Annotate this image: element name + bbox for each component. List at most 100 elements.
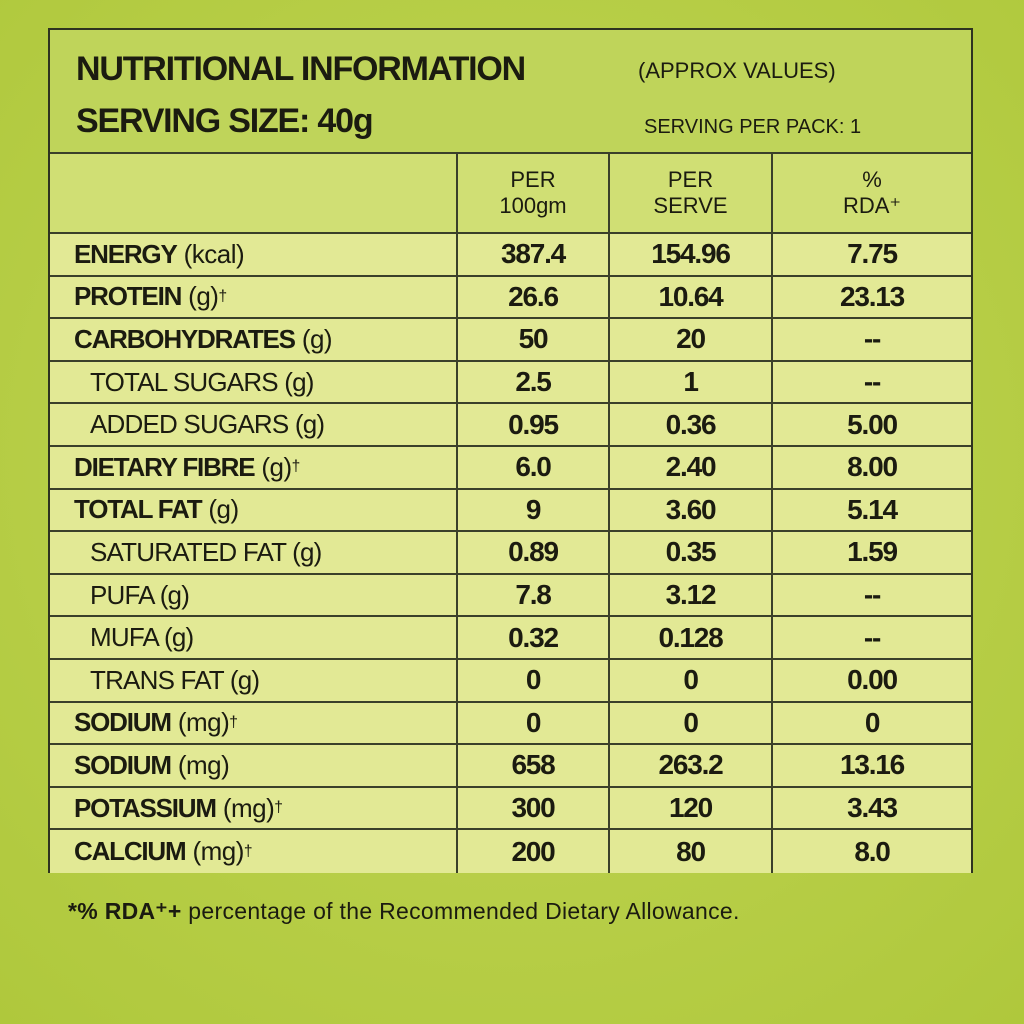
row-name: TRANS FAT (g) [90,664,260,695]
row-mark: † [274,799,283,817]
row-name: ENERGY [74,238,178,269]
value-cell: 0.95 [458,404,610,447]
value: 3.43 [847,792,898,824]
row-label: POTASSIUM (mg) † [50,787,458,831]
value-cell: 50 [458,319,610,362]
value-cell: 1 [610,361,773,405]
row-label: ADDED SUGARS (g) [50,404,458,447]
value: 2.5 [515,366,552,398]
value-cell: 8.00 [773,447,971,490]
row-name: MUFA (g) [90,622,194,653]
value-cell: 263.2 [610,745,773,788]
row-unit: (g) [301,323,333,354]
value-cell: 0 [610,702,773,746]
value-cell: 0.89 [458,532,610,575]
value: 0 [864,706,881,738]
value: 0 [525,664,542,696]
row-name: SATURATED FAT (g) [90,536,322,567]
value-cell: 658 [458,745,610,788]
value-cell: 0.128 [610,617,773,660]
value: 0.95 [508,408,559,440]
value-cell: 200 [458,830,610,873]
row-name: PUFA (g) [90,579,190,610]
value: 0 [525,706,542,738]
row-unit: (mg) [192,836,244,867]
column-header: PER 100gm [458,154,610,234]
value-cell: 3.43 [773,787,971,831]
value: 5.00 [847,408,898,440]
value: -- [863,579,881,611]
value: 0 [683,664,699,696]
value: 5.14 [847,493,898,525]
row-unit: (mg) [222,792,275,823]
value: 9 [525,493,542,525]
value: -- [863,323,881,355]
column-header: % RDA⁺ [773,154,971,234]
row-label: CARBOHYDRATES (g) [50,319,458,362]
value-cell: 0.00 [773,660,971,703]
row-name: ADDED SUGARS (g) [90,409,325,440]
row-name: TOTAL SUGARS (g) [90,366,314,397]
value-cell: 20 [610,319,773,362]
row-label: SODIUM (mg) [50,745,458,788]
row-unit: (mg) [177,707,230,738]
column-header-line: RDA⁺ [842,193,902,218]
value-cell: -- [773,361,971,405]
row-mark: † [243,842,253,860]
value: 0.128 [658,621,723,653]
value-cell: 3.12 [610,574,773,618]
row-label: ENERGY (kcal) [50,234,458,277]
value-cell: 120 [610,787,773,831]
value-cell: 0 [458,702,610,746]
value: 8.0 [854,835,891,867]
value: 6.0 [515,451,552,483]
note: (APPROX VALUES) [638,58,836,83]
value: 263.2 [658,749,723,781]
row-unit: (g) [208,494,239,525]
column-header: PER SERVE [610,154,773,234]
value: 3.60 [665,493,717,525]
value: 154.96 [651,238,731,270]
value: 0.35 [665,536,717,568]
footnote-text: percentage of the Recommended Dietary Al… [188,898,740,924]
value: 23.13 [839,280,905,312]
value: 1 [683,366,699,398]
serving-size: SERVING SIZE: 40g [76,102,374,140]
value-cell: -- [773,617,971,660]
row-name: PROTEIN [74,281,182,312]
value: 387.4 [500,238,566,270]
value-cell: 0.35 [610,532,773,575]
row-label: SODIUM (mg) † [50,702,458,746]
row-label: CALCIUM (mg) † [50,830,458,873]
row-label: SATURATED FAT (g) [50,532,458,575]
value: -- [863,366,881,398]
row-name: CARBOHYDRATES [74,323,296,354]
value-cell: 3.60 [610,489,773,533]
header-rule [50,152,971,154]
footnote-term: *% RDA⁺+ [68,898,182,924]
value: -- [863,621,881,653]
value-cell: 1.59 [773,532,971,575]
value-cell: 26.6 [458,276,610,320]
value: 7.8 [515,579,552,611]
value: 80 [676,835,706,867]
value-cell: 13.16 [773,745,971,788]
value-cell: 6.0 [458,447,610,490]
column-header-line: PER [510,167,556,192]
serving-per-pack: SERVING PER PACK: 1 [644,116,862,138]
value-cell: 154.96 [610,234,773,277]
row-name: DIETARY FIBRE [74,451,256,482]
column-header-line: SERVE [653,193,728,218]
value: 13.16 [839,749,905,781]
value: 200 [511,835,555,867]
row-unit: (g) [188,281,219,312]
row-name: CALCIUM [74,836,187,867]
value: 0.00 [847,664,898,696]
value: 50 [518,323,549,355]
value-cell: 7.75 [773,234,971,277]
row-mark: † [229,713,238,731]
value-cell: 7.8 [458,574,610,618]
value: 658 [511,749,555,781]
value-cell: 5.14 [773,489,971,533]
